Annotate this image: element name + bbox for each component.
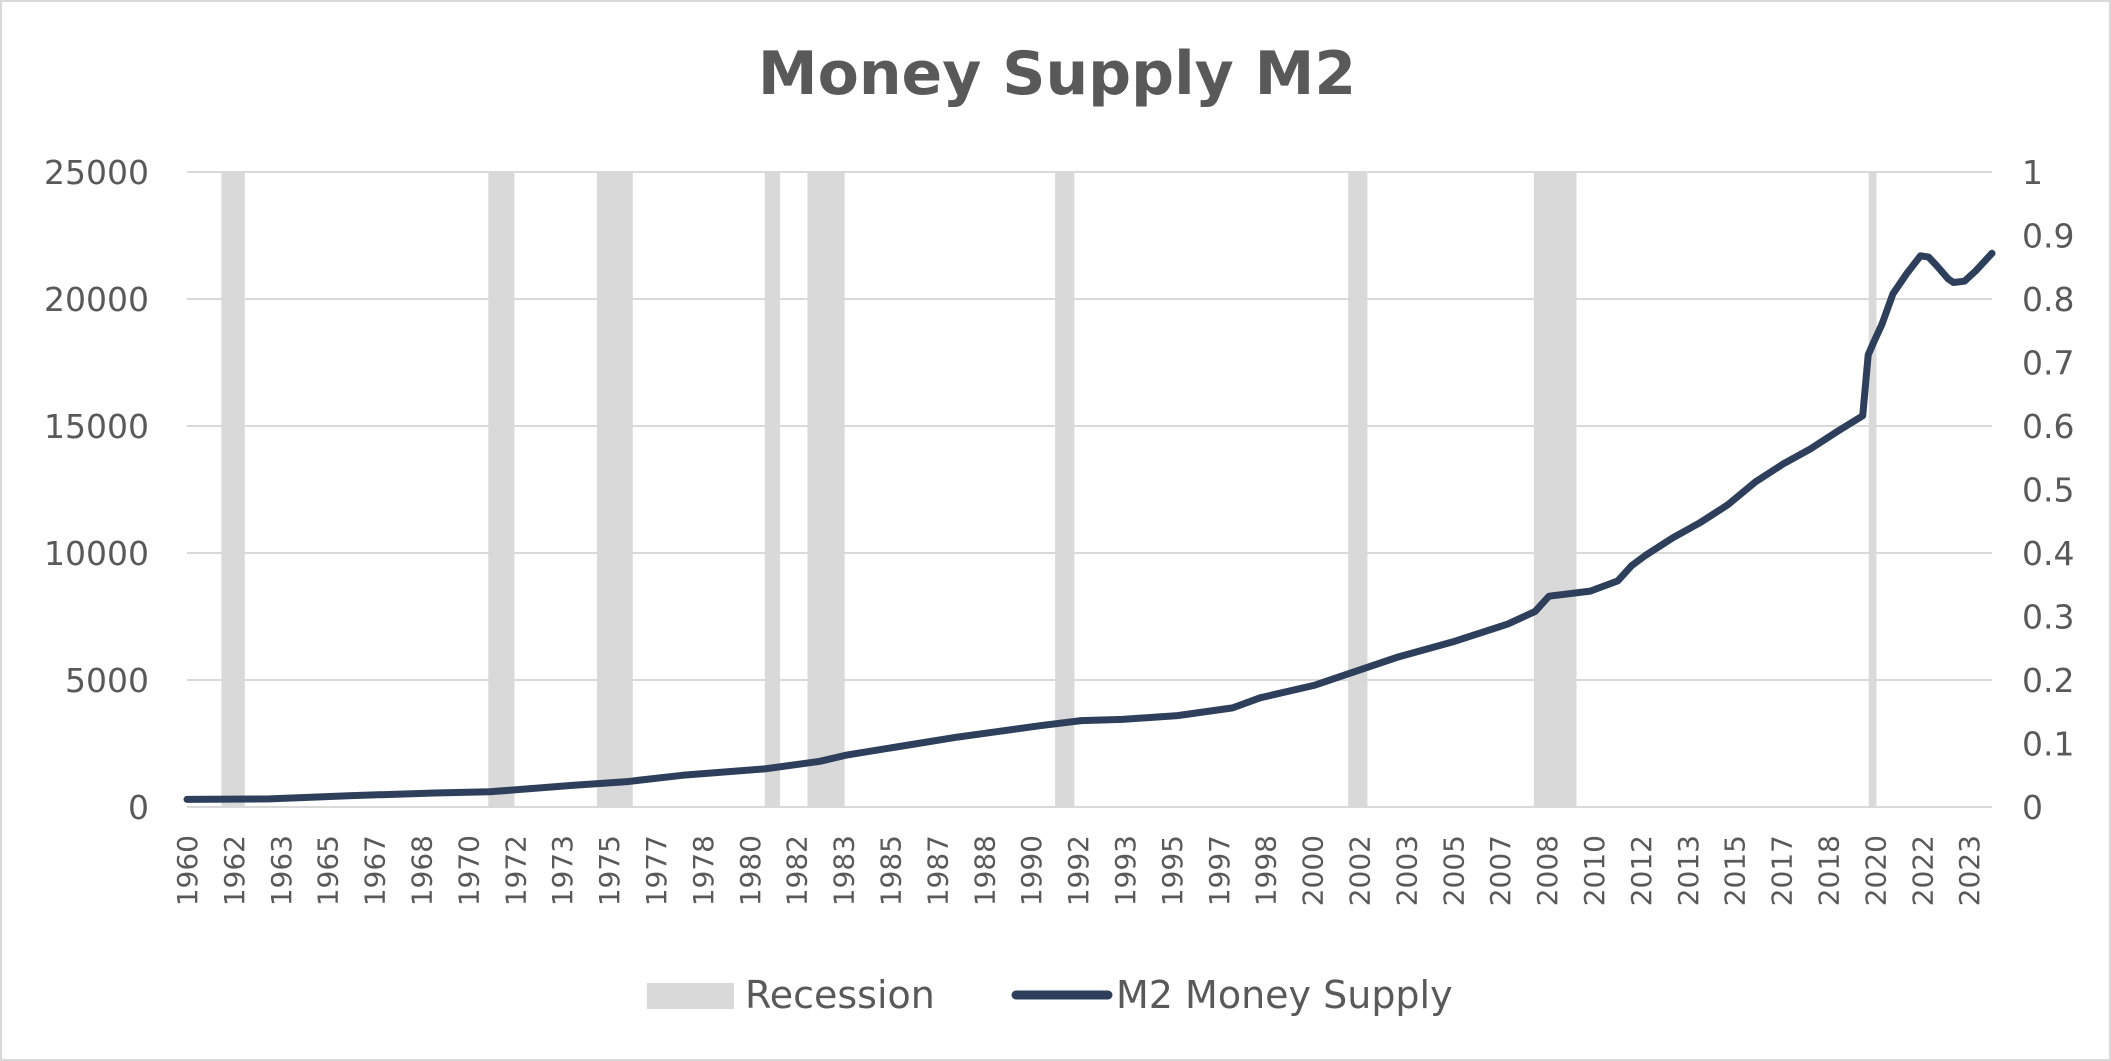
x-tick-label-16: 1987 bbox=[921, 835, 954, 906]
y-tick-label-3: 15000 bbox=[44, 407, 149, 446]
x-tick-label-1: 1962 bbox=[218, 835, 251, 906]
x-tick-label-11: 1978 bbox=[687, 835, 720, 906]
y-tick-label-5: 25000 bbox=[44, 153, 149, 192]
recession-bar-1 bbox=[488, 172, 515, 807]
legend-swatch-recession bbox=[647, 983, 734, 1009]
x-tick-label-30: 2010 bbox=[1578, 835, 1611, 906]
x-tick-label-2: 1963 bbox=[265, 835, 298, 906]
x-tick-label-19: 1992 bbox=[1062, 835, 1095, 906]
x-tick-label-28: 2007 bbox=[1484, 835, 1517, 906]
x-tick-label-3: 1965 bbox=[312, 835, 345, 906]
x-tick-label-29: 2008 bbox=[1531, 835, 1564, 906]
recession-bar-3 bbox=[764, 172, 780, 807]
x-tick-label-5: 1968 bbox=[406, 835, 439, 906]
y2-tick-label-8: 0.8 bbox=[2022, 280, 2074, 319]
x-tick-label-15: 1985 bbox=[875, 835, 908, 906]
y2-tick-label-6: 0.6 bbox=[2022, 407, 2074, 446]
x-tick-label-6: 1970 bbox=[452, 835, 485, 906]
x-tick-label-37: 2022 bbox=[1906, 835, 1939, 906]
x-tick-label-9: 1975 bbox=[593, 835, 626, 906]
legend: Recession M2 Money Supply bbox=[647, 973, 1453, 1017]
y2-tick-label-1: 0.1 bbox=[2022, 725, 2074, 764]
secondary-y-axis: 0 0.1 0.2 0.3 0.4 0.5 0.6 0.7 0.8 0.9 1 bbox=[2022, 153, 2074, 827]
x-tick-label-31: 2012 bbox=[1625, 835, 1658, 906]
x-tick-label-33: 2015 bbox=[1719, 835, 1752, 906]
x-tick-label-13: 1982 bbox=[781, 835, 814, 906]
y2-tick-label-4: 0.4 bbox=[2022, 534, 2074, 573]
x-axis: 1960 1962 1963 1965 1967 1968 1970 1972 1973 1975… bbox=[171, 835, 1986, 906]
x-tick-label-34: 2017 bbox=[1766, 835, 1799, 906]
x-tick-label-27: 2005 bbox=[1437, 835, 1470, 906]
x-tick-label-21: 1995 bbox=[1156, 835, 1189, 906]
y-tick-label-1: 5000 bbox=[65, 661, 149, 700]
legend-label-m2: M2 Money Supply bbox=[1116, 973, 1453, 1017]
recession-bar-2 bbox=[596, 172, 633, 807]
x-tick-label-32: 2013 bbox=[1672, 835, 1705, 906]
y2-tick-label-5: 0.5 bbox=[2022, 471, 2074, 510]
x-tick-label-4: 1967 bbox=[359, 835, 392, 906]
recession-bar-6 bbox=[1348, 172, 1368, 807]
y2-tick-label-2: 0.2 bbox=[2022, 661, 2074, 700]
y2-tick-label-7: 0.7 bbox=[2022, 344, 2074, 383]
x-tick-label-20: 1993 bbox=[1109, 835, 1142, 906]
y-tick-label-0: 0 bbox=[128, 788, 149, 827]
recession-bar-4 bbox=[807, 172, 845, 807]
x-tick-label-22: 1997 bbox=[1203, 835, 1236, 906]
x-tick-label-36: 2020 bbox=[1859, 835, 1892, 906]
y2-tick-label-3: 0.3 bbox=[2022, 598, 2074, 637]
recession-bar-5 bbox=[1055, 172, 1075, 807]
x-tick-label-24: 2000 bbox=[1297, 835, 1330, 906]
x-tick-label-25: 2002 bbox=[1344, 835, 1377, 906]
x-tick-label-23: 1998 bbox=[1250, 835, 1283, 906]
chart-title: Money Supply M2 bbox=[758, 39, 1356, 109]
gridlines bbox=[187, 171, 1992, 808]
x-tick-label-8: 1973 bbox=[546, 835, 579, 906]
recession-bar-0 bbox=[221, 172, 245, 807]
y-tick-label-2: 10000 bbox=[44, 534, 149, 573]
x-tick-label-26: 2003 bbox=[1390, 835, 1423, 906]
recession-bar-7 bbox=[1533, 172, 1577, 807]
x-tick-label-18: 1990 bbox=[1015, 835, 1048, 906]
x-tick-label-35: 2018 bbox=[1813, 835, 1846, 906]
recession-bar-8 bbox=[1868, 172, 1877, 807]
x-tick-label-10: 1977 bbox=[640, 835, 673, 906]
recession-bars bbox=[221, 172, 1877, 807]
legend-label-recession: Recession bbox=[745, 973, 935, 1017]
x-tick-label-14: 1983 bbox=[828, 835, 861, 906]
m2-money-supply-line bbox=[183, 249, 1996, 803]
y2-tick-label-0: 0 bbox=[2022, 788, 2043, 827]
x-tick-label-38: 2023 bbox=[1953, 835, 1986, 906]
y-tick-label-4: 20000 bbox=[44, 280, 149, 319]
y2-tick-label-10: 1 bbox=[2022, 153, 2043, 192]
x-tick-label-0: 1960 bbox=[171, 835, 204, 906]
primary-y-axis: 0 5000 10000 15000 20000 25000 bbox=[44, 153, 149, 827]
m2-line-layer bbox=[183, 249, 1996, 803]
x-tick-label-12: 1980 bbox=[734, 835, 767, 906]
x-tick-label-7: 1972 bbox=[499, 835, 532, 906]
y2-tick-label-9: 0.9 bbox=[2022, 217, 2074, 256]
x-tick-label-17: 1988 bbox=[968, 835, 1001, 906]
